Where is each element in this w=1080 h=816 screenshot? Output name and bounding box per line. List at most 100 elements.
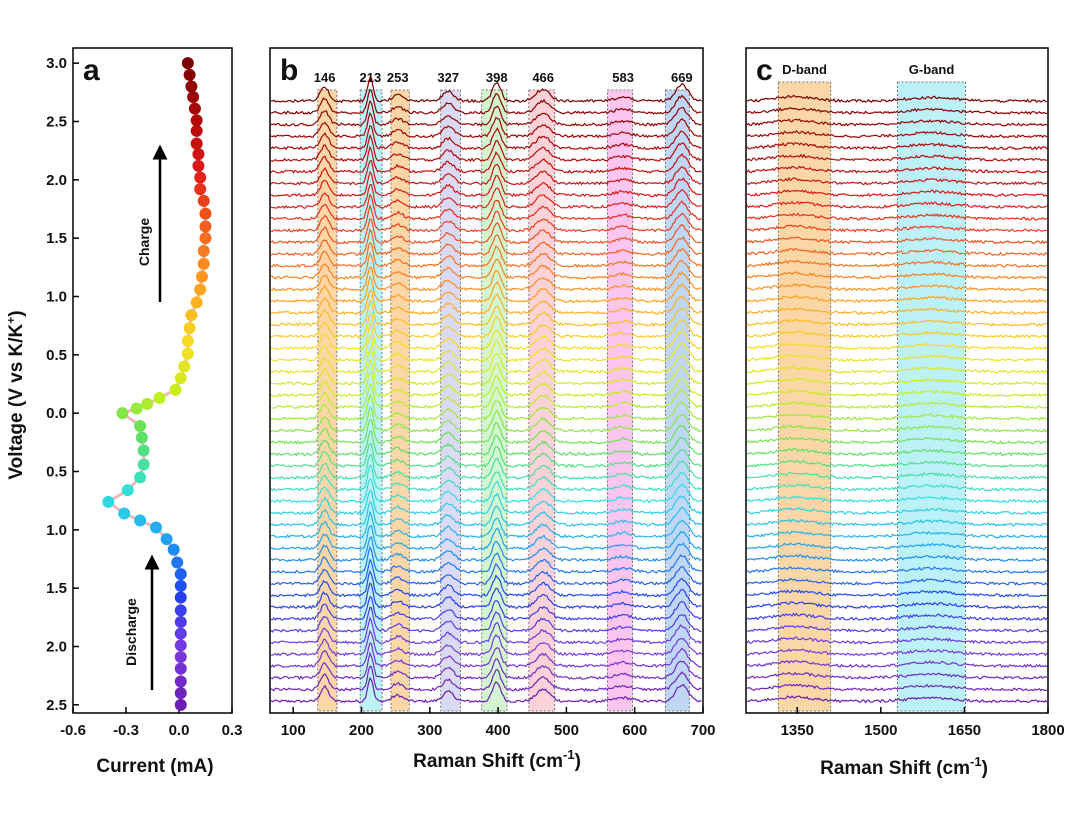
point bbox=[183, 322, 196, 334]
plot-frame bbox=[745, 47, 1049, 714]
peak-label: 398 bbox=[486, 70, 508, 85]
point bbox=[174, 616, 187, 628]
annotation: Charge bbox=[136, 218, 152, 266]
y-tick-label: 0.5 bbox=[46, 347, 67, 364]
spectrum bbox=[746, 436, 1048, 445]
spectrum bbox=[746, 271, 1048, 280]
spectrum bbox=[746, 636, 1048, 645]
y-tick-label: 2.0 bbox=[46, 639, 67, 656]
point bbox=[153, 392, 166, 404]
spectrum bbox=[746, 459, 1048, 468]
y-axis-label-end: ) bbox=[6, 310, 27, 316]
spectrum bbox=[270, 124, 702, 151]
spectrum bbox=[270, 510, 702, 539]
spectrum bbox=[747, 259, 1048, 268]
y-tick-label: 1.0 bbox=[46, 289, 67, 306]
spectrum bbox=[746, 589, 1048, 598]
spectrum bbox=[746, 224, 1048, 233]
point bbox=[174, 604, 187, 617]
panel-letter: c bbox=[756, 54, 773, 87]
spectrum bbox=[746, 542, 1048, 551]
x-axis-label: Raman Shift (cm-1) bbox=[820, 754, 988, 779]
spectrum bbox=[270, 478, 702, 504]
x-tick-label: -0.6 bbox=[60, 722, 86, 739]
point bbox=[134, 471, 147, 484]
spectrum bbox=[746, 424, 1048, 433]
spectrum bbox=[746, 318, 1048, 327]
x-axis-label-sup: -1 bbox=[970, 754, 982, 769]
spectrum bbox=[746, 530, 1048, 539]
spectrum bbox=[271, 193, 702, 221]
spectrum bbox=[270, 289, 702, 316]
band-label: G-band bbox=[909, 62, 955, 77]
point bbox=[199, 220, 212, 233]
x-tick-label: 1350 bbox=[781, 722, 814, 739]
point bbox=[197, 257, 210, 270]
spectrum bbox=[270, 359, 702, 386]
spectrum bbox=[270, 418, 702, 445]
spectrum bbox=[747, 306, 1048, 315]
spectrum bbox=[270, 582, 702, 610]
spectrum bbox=[270, 524, 702, 551]
spectrum bbox=[746, 625, 1048, 633]
y-tick-label: 1.5 bbox=[46, 230, 67, 247]
spectrum bbox=[746, 612, 1048, 621]
peak-label: 253 bbox=[387, 70, 409, 85]
spectrum bbox=[270, 241, 702, 268]
panel-letter: a bbox=[83, 54, 100, 87]
spectrum bbox=[746, 189, 1048, 198]
spectrum bbox=[270, 442, 702, 469]
point bbox=[174, 698, 187, 711]
x-axis-label: Current (mA) bbox=[96, 756, 213, 777]
peak-label: 327 bbox=[437, 70, 459, 85]
spectrum bbox=[270, 99, 702, 127]
point bbox=[134, 420, 147, 432]
x-axis-label-text: Raman Shift (cm bbox=[413, 751, 563, 772]
spectrum bbox=[746, 494, 1048, 504]
spectrum bbox=[746, 247, 1048, 256]
x-axis-label: Raman Shift (cm-1) bbox=[413, 747, 581, 772]
point bbox=[171, 556, 184, 569]
spectrum bbox=[270, 88, 702, 115]
spectrum bbox=[747, 483, 1048, 492]
point bbox=[192, 148, 205, 161]
spectrum bbox=[746, 118, 1048, 127]
annotation: Discharge bbox=[123, 598, 139, 666]
spectrum bbox=[270, 501, 702, 527]
plot-frame bbox=[72, 47, 233, 714]
band bbox=[390, 89, 410, 712]
spectrum bbox=[746, 153, 1047, 162]
spectrum bbox=[746, 471, 1048, 480]
band bbox=[897, 81, 966, 712]
x-tick-label: 1500 bbox=[864, 722, 897, 739]
spectrum bbox=[270, 159, 702, 186]
spectrum bbox=[746, 683, 1048, 692]
spectrum bbox=[746, 389, 1048, 398]
x-tick-label: 700 bbox=[690, 722, 715, 739]
spectrum bbox=[270, 453, 702, 480]
spectrum bbox=[270, 184, 702, 210]
spectrum bbox=[270, 676, 702, 704]
point bbox=[174, 639, 187, 652]
spectrum bbox=[270, 651, 702, 681]
x-tick-label: 0.3 bbox=[222, 722, 243, 739]
spectrum bbox=[746, 165, 1048, 174]
point bbox=[194, 283, 207, 296]
spectrum bbox=[746, 342, 1048, 351]
x-axis-label-text: Raman Shift (cm bbox=[820, 758, 970, 779]
point bbox=[102, 495, 115, 508]
y-axis-label-sup: + bbox=[4, 317, 18, 324]
spectrum bbox=[746, 577, 1048, 586]
x-tick-label: 300 bbox=[417, 722, 442, 739]
spectrum bbox=[746, 354, 1048, 362]
point bbox=[190, 114, 203, 127]
point bbox=[121, 484, 134, 497]
spectrum bbox=[271, 251, 702, 280]
point bbox=[137, 444, 150, 457]
spectrum bbox=[270, 641, 702, 668]
x-tick-label: 200 bbox=[349, 722, 374, 739]
spectrum bbox=[746, 283, 1048, 292]
spectrum bbox=[746, 518, 1048, 527]
spectrum bbox=[270, 430, 702, 457]
spectrum bbox=[270, 629, 702, 657]
